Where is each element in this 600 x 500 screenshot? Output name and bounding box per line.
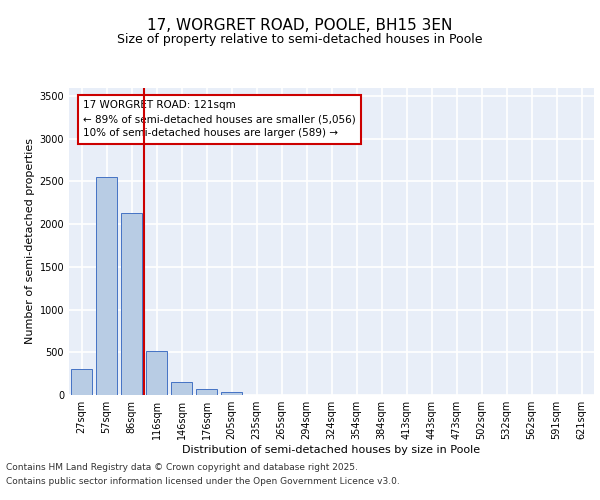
Bar [121, 213, 142, 395]
Bar [171, 382, 192, 395]
Text: Size of property relative to semi-detached houses in Poole: Size of property relative to semi-detach… [117, 32, 483, 46]
Bar [146, 350, 167, 395]
Bar [196, 388, 217, 395]
Bar [71, 368, 92, 395]
Y-axis label: Number of semi-detached properties: Number of semi-detached properties [25, 138, 35, 344]
X-axis label: Distribution of semi-detached houses by size in Poole: Distribution of semi-detached houses by … [182, 445, 481, 455]
Text: 17 WORGRET ROAD: 121sqm
← 89% of semi-detached houses are smaller (5,056)
10% of: 17 WORGRET ROAD: 121sqm ← 89% of semi-de… [83, 100, 355, 138]
Text: Contains HM Land Registry data © Crown copyright and database right 2025.: Contains HM Land Registry data © Crown c… [6, 464, 358, 472]
Text: 17, WORGRET ROAD, POOLE, BH15 3EN: 17, WORGRET ROAD, POOLE, BH15 3EN [148, 18, 452, 32]
Text: Contains public sector information licensed under the Open Government Licence v3: Contains public sector information licen… [6, 477, 400, 486]
Bar [221, 392, 242, 395]
Bar [96, 177, 117, 395]
